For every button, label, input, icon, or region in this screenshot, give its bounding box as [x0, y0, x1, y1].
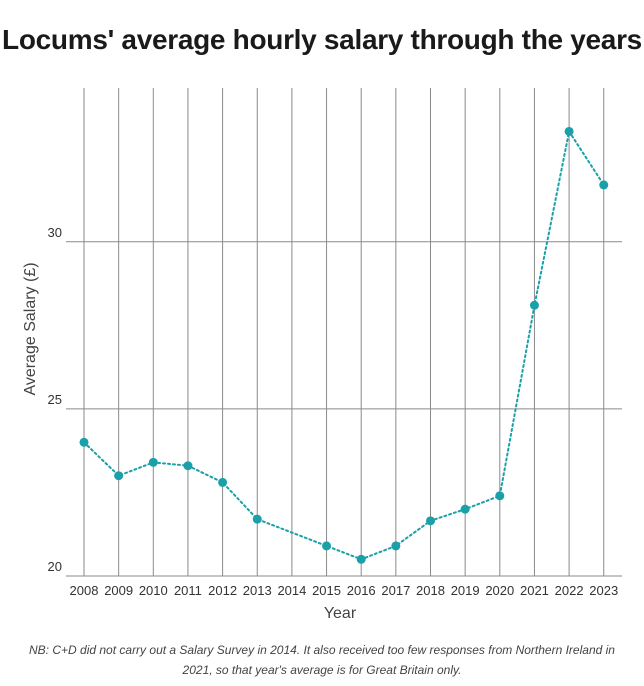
x-tick-2022: 2022: [555, 583, 584, 598]
data-point-2008: [79, 437, 89, 447]
data-point-2023: [599, 180, 609, 190]
x-tick-2018: 2018: [416, 583, 445, 598]
footnote: NB: C+D did not carry out a Salary Surve…: [10, 640, 634, 680]
data-point-2019: [460, 504, 470, 514]
horizontal-gridlines: [66, 241, 622, 577]
y-tick-25: 25: [48, 392, 62, 407]
x-tick-2019: 2019: [451, 583, 480, 598]
data-point-2010: [148, 457, 158, 467]
x-tick-2008: 2008: [70, 583, 99, 598]
series-line: [83, 128, 605, 561]
x-tick-2012: 2012: [208, 583, 237, 598]
x-tick-2021: 2021: [520, 583, 549, 598]
x-tick-labels: 2008 2009 2010 2011 2012 2013 2014 2015 2016 2017…: [70, 583, 619, 598]
x-tick-2020: 2020: [485, 583, 514, 598]
x-tick-2017: 2017: [381, 583, 410, 598]
data-point-2009: [114, 471, 124, 481]
data-points: [79, 126, 609, 564]
x-tick-2009: 2009: [104, 583, 133, 598]
data-point-2018: [426, 516, 435, 526]
data-point-2022: [564, 126, 574, 136]
footnote-line-1: NB: C+D did not carry out a Salary Surve…: [29, 643, 615, 657]
data-point-2017: [391, 541, 401, 551]
x-tick-2013: 2013: [243, 583, 272, 598]
data-point-2016: [356, 554, 366, 564]
x-axis-title: Year: [324, 605, 357, 622]
x-tick-2011: 2011: [174, 583, 202, 598]
data-point-2011: [183, 461, 193, 471]
vertical-gridlines: [83, 88, 605, 576]
data-point-2012: [218, 477, 228, 487]
x-tick-2016: 2016: [347, 583, 376, 598]
x-tick-2010: 2010: [139, 583, 168, 598]
data-point-2021: [529, 300, 539, 310]
footnote-line-2: 2021, so that year's average is for Grea…: [182, 663, 462, 677]
data-point-2020: [495, 491, 505, 501]
y-tick-30: 30: [48, 225, 62, 240]
y-axis-title: Average Salary (£): [22, 262, 39, 395]
data-point-2015: [322, 541, 332, 551]
x-tick-2023: 2023: [589, 583, 618, 598]
x-tick-2015: 2015: [312, 583, 341, 598]
y-tick-20: 20: [48, 559, 62, 574]
x-tick-2014: 2014: [277, 583, 306, 598]
data-point-2013: [252, 514, 262, 524]
chart-title: Locums' average hourly salary through th…: [2, 24, 642, 55]
y-tick-labels: 20 25 30: [48, 225, 62, 574]
